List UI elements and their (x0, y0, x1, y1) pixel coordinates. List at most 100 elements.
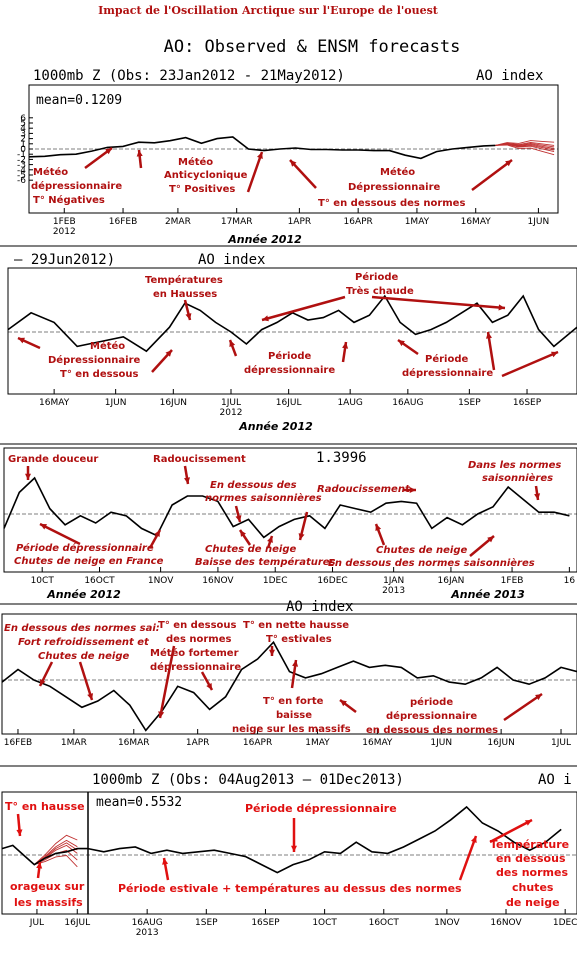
x-tick-label: 1JUL (551, 738, 571, 748)
panel-1-series-line (28, 136, 496, 160)
p3-ann-f1: Période dépressionnaire (16, 542, 154, 554)
forecast-member-line (495, 142, 555, 148)
arrowhead (409, 487, 416, 493)
forecast-member-line (495, 143, 555, 151)
x-tick-label: 1FEB (501, 576, 524, 586)
arrowhead (229, 340, 236, 347)
x-tick-label: 1JAN (383, 576, 404, 586)
y-tick-label: -1 (17, 150, 26, 160)
p3-arrows (25, 465, 541, 557)
arrowhead (136, 150, 143, 157)
y-tick-label: 5 (20, 119, 26, 129)
p1-ann-a2: dépressionnaire (31, 180, 122, 192)
panel-3-year-label-right: Année 2013 (450, 588, 525, 601)
p4-ann-f2: dépressionnaire (386, 710, 477, 722)
p4-ann-c2: dépressionnaire (150, 661, 241, 673)
arrowhead (162, 858, 169, 865)
y-tick-label: 1 (20, 140, 26, 150)
p3-ann-f2: Chutes de neige en France (14, 556, 164, 567)
p2-ann-a2: en Hausses (153, 289, 217, 300)
arrowhead (206, 683, 212, 690)
x-tick-label: 1JUN (528, 217, 550, 227)
y-tick-label: -5 (17, 171, 26, 181)
arrowhead (18, 337, 25, 344)
arrowhead (257, 152, 263, 159)
x-tick-label: 1JUN (105, 398, 127, 408)
x-tick-label: 1NOV (148, 576, 174, 586)
panel-3-series-line (3, 476, 570, 539)
x-tick-sublabel: 2013 (136, 928, 159, 938)
p4-ann-b1: T° en dessous (158, 620, 237, 631)
p3-ann-c2: normes saisonnières (205, 492, 322, 504)
p2-arrows (17, 295, 559, 378)
panel-4-series-line (1, 640, 577, 732)
arrowhead (235, 515, 242, 522)
arrowhead (551, 351, 558, 358)
x-tick-label: 1DEC (553, 918, 577, 928)
arrowhead (165, 350, 172, 357)
p5-ann-e5: de neige (506, 896, 560, 909)
x-tick-label: 1MAY (305, 738, 330, 748)
p2-ann-c1: Météo (90, 340, 125, 352)
arrowhead (87, 693, 93, 700)
x-tick-label: 16 (564, 576, 576, 586)
p2-ann-b2: Très chaude (346, 285, 414, 297)
panel-2-index-label: AO index (198, 252, 265, 268)
panel-5-title: 1000mb Z (Obs: 04Aug2013 – 01Dec2013) (92, 772, 404, 788)
p5-ann-d: Période estivale + températures au dessu… (118, 882, 462, 895)
panel-2-frame (7, 267, 577, 395)
forecast-member-line (33, 834, 78, 865)
p2-ann-c3: T° en dessous (60, 369, 139, 380)
panel-1-index-label: AO index (476, 68, 543, 84)
p4-ann-d1: T° en nette hausse (243, 620, 349, 631)
p4-arrows (38, 645, 543, 722)
forecast-member-line (495, 140, 555, 146)
x-tick-label: 1AUG (337, 398, 362, 408)
forecast-member-line (495, 144, 555, 156)
arrowhead (184, 477, 190, 484)
panel-4-frame (1, 613, 577, 735)
x-tick-label: 16APR (344, 217, 373, 227)
p4-ann-a2: Fort refroidissement et (18, 637, 150, 648)
panel-5-pre-series-line (1, 844, 88, 866)
p1-ann-b3: T° Positives (169, 184, 235, 195)
x-tick-label: 1APR (186, 738, 210, 748)
p1-ann-b1: Météo (178, 156, 213, 168)
p2-ann-e1: Période (425, 353, 468, 365)
arrowhead (535, 694, 542, 701)
x-tick-label: 1SEP (195, 918, 218, 928)
p1-arrow-4 (289, 159, 317, 189)
y-tick-label: -3 (17, 161, 26, 171)
p2-arrow-10 (501, 350, 559, 378)
p2-ann-a1: Températures (145, 274, 223, 286)
p3-ann-g2: Baisse des températures (195, 556, 336, 568)
x-tick-label: 16JAN (438, 576, 465, 586)
arrowhead (269, 649, 275, 656)
arrowhead (240, 530, 246, 537)
x-tick-label: 16NOV (490, 918, 522, 928)
y-tick-label: 2 (20, 135, 26, 145)
arrowhead (398, 340, 405, 347)
panel-2: – 29Jun2012) AO index 16MAY 1JUN 16JUN 1JUL… (0, 245, 577, 433)
panel-3-frame (3, 447, 577, 573)
panel-2-title: – 29Jun2012) (14, 252, 115, 268)
p2-ann-d2: dépressionnaire (244, 364, 335, 376)
x-tick-label: 1FEB (53, 217, 76, 227)
panel-1-mean: mean=0.1209 (36, 93, 122, 108)
arrowhead (185, 313, 192, 320)
p4-ann-a3: Chutes de neige (38, 651, 129, 662)
x-tick-label: 16SEP (513, 398, 542, 408)
x-tick-label: 1SEP (458, 398, 481, 408)
x-tick-sublabel: 2012 (53, 227, 76, 237)
x-tick-label: 16JUL (276, 398, 302, 408)
p4-ann-f1: période (410, 696, 453, 708)
panel-3-title-fragment: 1.3996 (316, 450, 367, 466)
x-tick-label: 16FEB (4, 738, 33, 748)
main-title: Impact de l'Oscillation Arctique sur l'E… (98, 4, 439, 17)
y-tick-label: -6 (17, 176, 26, 186)
y-tick-label: 3 (20, 129, 26, 139)
y-tick-label: 6 (20, 114, 26, 124)
arrowhead (375, 524, 382, 531)
